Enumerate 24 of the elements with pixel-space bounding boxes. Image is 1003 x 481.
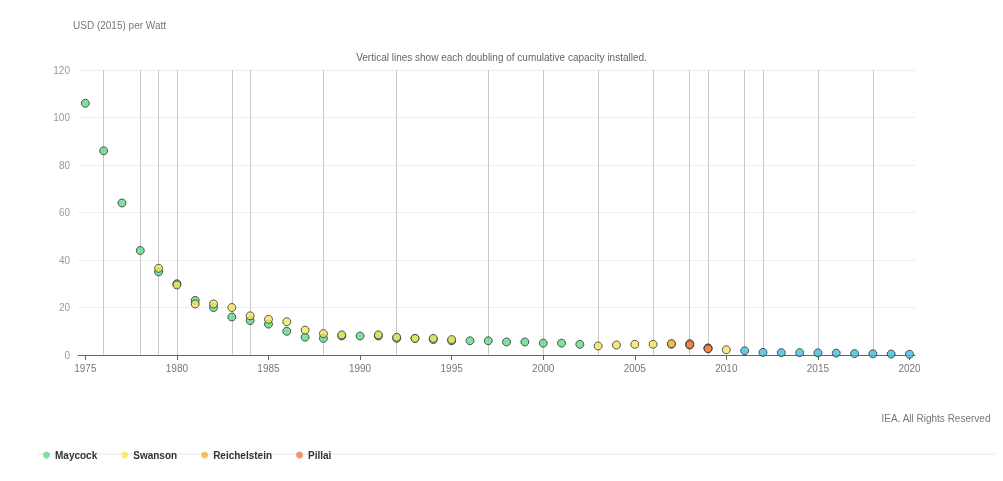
y-tick-label: 0 xyxy=(64,349,71,361)
legend-label: Reichelstein xyxy=(213,449,273,461)
y-tick-label: 20 xyxy=(58,302,71,313)
legend-label: Swanson xyxy=(133,449,178,461)
x-tick-label: 2000 xyxy=(532,362,555,374)
y-tick-label: 60 xyxy=(58,207,71,218)
x-tick-label: 2010 xyxy=(715,362,738,374)
legend-label: Maycock xyxy=(55,449,98,461)
text: Vertical lines show each doubling of cumulative capacity installed. xyxy=(356,51,647,63)
x-tick-label: 2005 xyxy=(623,362,647,374)
y-tick-label: 80 xyxy=(58,159,71,171)
x-tick-label: 1975 xyxy=(74,362,97,374)
x-tick-label: 2015 xyxy=(806,362,830,374)
x-tick-label: 1990 xyxy=(348,362,372,374)
x-tick-label: 1980 xyxy=(165,362,189,374)
x-tick-label: 1985 xyxy=(257,362,281,374)
x-tick-label: 2020 xyxy=(898,362,922,374)
legend-label: Pillai xyxy=(308,449,332,461)
y-axis-title: USD (2015) per Watt xyxy=(73,19,167,31)
x-tick-label: 1995 xyxy=(440,362,464,374)
y-tick-label: 120 xyxy=(53,64,71,76)
y-tick-label: 40 xyxy=(58,254,71,266)
text: IEA. All Rights Reserved xyxy=(881,412,991,424)
y-tick-label: 100 xyxy=(53,112,71,123)
